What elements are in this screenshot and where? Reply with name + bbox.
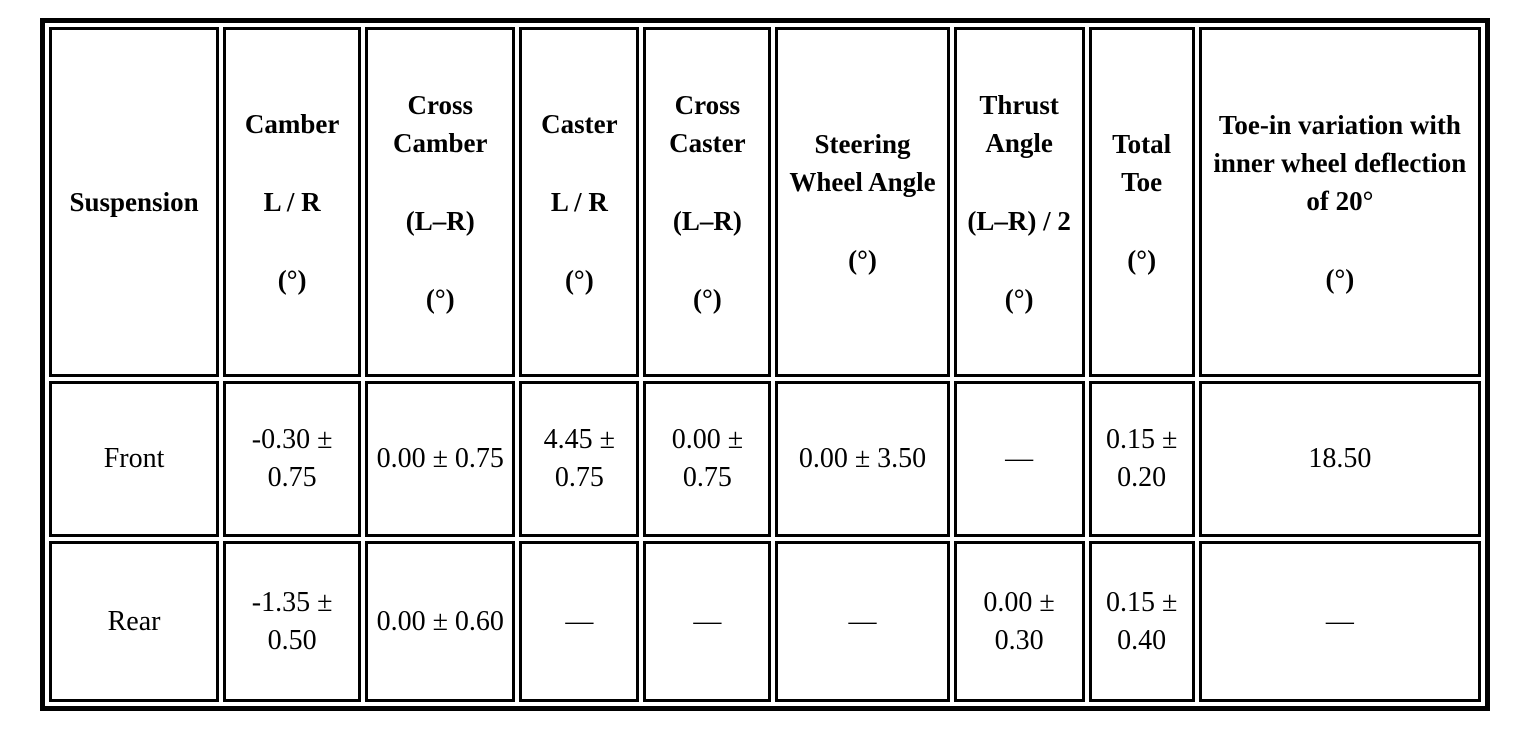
table-cell: 0.00 ± 0.75 [365,381,516,537]
header-cell: Thrust Angle (L–R) / 2 (°) [953,27,1085,377]
header-cell: Cross Caster (L–R) (°) [643,27,772,377]
header-cell: Camber L / R (°) [223,27,362,377]
table-cell: 0.15 ± 0.40 [1088,541,1195,702]
header-line: L / R [263,187,321,217]
header-line: (L–R) [672,206,742,236]
alignment-table: Suspension Camber L / R (°) Cross Camber (L–R… [40,18,1490,711]
table-cell: 18.50 [1198,381,1481,537]
header-line: Cross Camber [393,90,488,158]
header-line: (°) [848,245,877,275]
table-cell: 0.15 ± 0.20 [1088,381,1195,537]
header-line: (°) [425,284,455,314]
header-line: (°) [1127,245,1157,275]
header-line: (°) [277,265,307,295]
table-cell: — [519,541,640,702]
header-cell: Total Toe (°) [1088,27,1195,377]
header-line: Caster [541,109,618,139]
header-line: (L–R) [405,206,475,236]
table-cell: — [775,541,950,702]
table-cell: -0.30 ± 0.75 [223,381,362,537]
table-body: Front -0.30 ± 0.75 0.00 ± 0.75 4.45 ± 0.75 0… [49,381,1481,702]
header-cell: Cross Camber (L–R) (°) [365,27,516,377]
table-row: Front -0.30 ± 0.75 0.00 ± 0.75 4.45 ± 0.75 0… [49,381,1481,537]
table-row: Rear -1.35 ± 0.50 0.00 ± 0.60— — —0.00 ± 0.3… [49,541,1481,702]
table-cell: Rear [49,541,220,702]
header-line: (°) [693,284,722,314]
table-cell: 0.00 ± 3.50 [775,381,950,537]
header-line: Cross Caster [669,90,746,158]
header-line: Thrust Angle [979,90,1059,158]
header-cell: Caster L / R (°) [519,27,640,377]
header-line: Steering Wheel Angle [789,129,936,197]
header-line: (°) [564,265,594,295]
header-cell: Toe-in variation with inner wheel deflec… [1198,27,1481,377]
table-cell: 0.00 ± 0.60 [365,541,516,702]
table-cell: 4.45 ± 0.75 [519,381,640,537]
table-cell: 0.00 ± 0.75 [643,381,772,537]
table-cell: — [1198,541,1481,702]
header-cell: Suspension [49,27,220,377]
header-cell: Steering Wheel Angle (°) [775,27,950,377]
header-line: (°) [1004,284,1034,314]
header-line: Camber [244,109,340,139]
header-line: L / R [550,187,608,217]
header-line: (L–R) / 2 [967,206,1071,236]
table-cell: — [643,541,772,702]
header-line: (°) [1325,264,1355,294]
header-line: Toe-in variation with inner wheel deflec… [1213,110,1467,216]
table-cell: 0.00 ± 0.30 [953,541,1085,702]
header-line: Suspension [69,187,199,217]
table-cell: -1.35 ± 0.50 [223,541,362,702]
table-cell: — [953,381,1085,537]
header-line: Total Toe [1112,129,1172,197]
table-cell: Front [49,381,220,537]
header-row: Suspension Camber L / R (°) Cross Camber (L–R… [49,27,1481,377]
